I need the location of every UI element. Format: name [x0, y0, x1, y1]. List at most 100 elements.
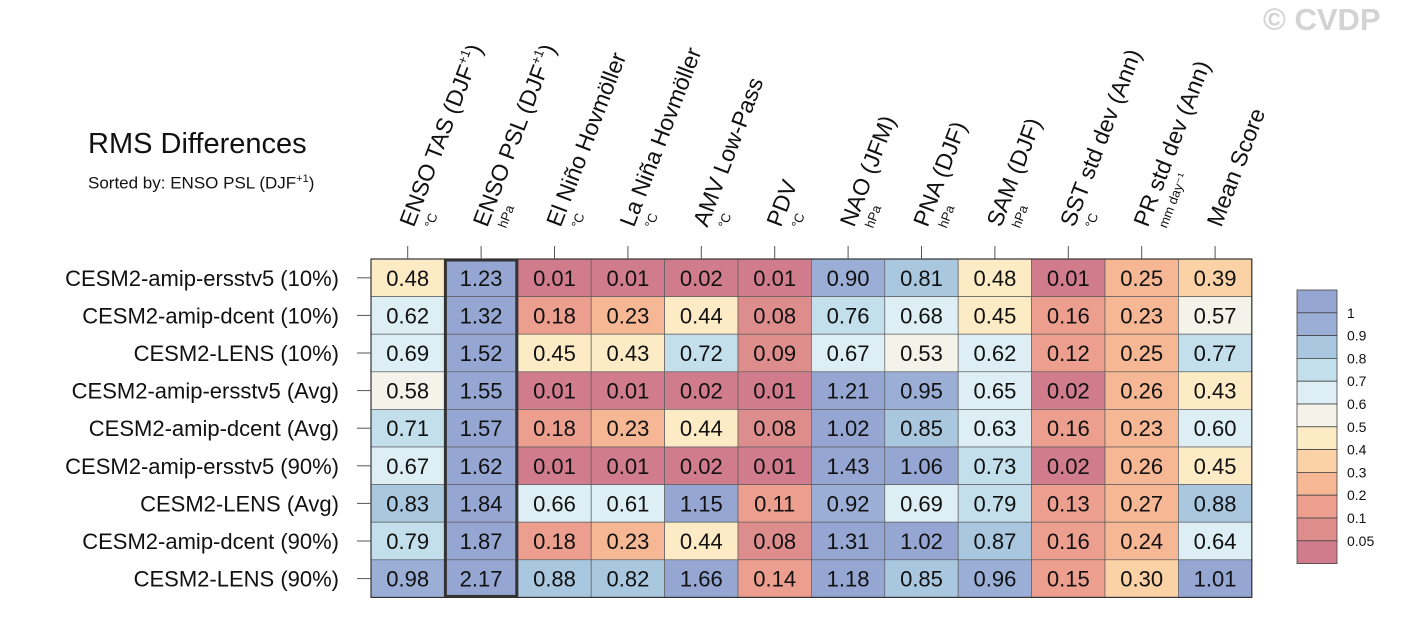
cell-value: 0.62: [973, 341, 1016, 366]
cell-value: 1.21: [827, 379, 870, 404]
colorbar-label: 0.8: [1347, 350, 1367, 366]
cell-value: 0.02: [1047, 454, 1090, 479]
heatmap-cell: [957, 559, 1032, 598]
heatmap-cell: [811, 521, 886, 561]
subtitle-prefix: Sorted by: ENSO PSL (DJF: [88, 173, 297, 193]
heatmap-cell: [590, 296, 665, 335]
heatmap-cell: [884, 521, 959, 561]
cell-value: 1.01: [1194, 567, 1237, 592]
cell-value: 0.45: [1194, 454, 1237, 479]
heatmap-cell: [664, 296, 739, 335]
cell-value: 0.83: [386, 491, 429, 516]
sort-subtitle: Sorted by: ENSO PSL (DJF+1): [88, 173, 314, 194]
heatmap-cell: [370, 409, 445, 448]
colorbar-label: 0.1: [1347, 510, 1367, 526]
cell-value: 0.25: [1120, 341, 1163, 366]
cell-value: 0.44: [680, 529, 723, 554]
colorbar-label: 0.7: [1347, 373, 1367, 389]
column-label-main: El Niño Hovmöller: [541, 48, 631, 229]
heatmap-cell: [884, 559, 959, 598]
heatmap-cell: [1031, 333, 1106, 373]
column-unit: °C: [421, 211, 440, 230]
heatmap-cell: [1178, 296, 1253, 335]
cell-value: 0.92: [827, 491, 870, 516]
cell-value: 0.26: [1120, 379, 1163, 404]
heatmap-cell: [737, 258, 812, 297]
cell-value: 0.26: [1120, 454, 1163, 479]
cell-value: 0.02: [680, 266, 723, 291]
cell-value: 1.02: [900, 529, 943, 554]
cell-value: 1.62: [460, 454, 503, 479]
cell-value: 0.09: [753, 341, 796, 366]
colorbar-label: 0.6: [1347, 396, 1367, 412]
heatmap-cell: [517, 446, 592, 485]
cell-value: 0.27: [1120, 491, 1163, 516]
heatmap-cell: [737, 484, 812, 523]
cell-value: 0.23: [1120, 303, 1163, 328]
cell-value: 1.66: [680, 567, 723, 592]
colorbar-swatch: [1296, 494, 1338, 519]
heatmap-cell: [370, 333, 445, 373]
cell-value: 0.60: [1194, 416, 1237, 441]
cell-value: 0.67: [827, 341, 870, 366]
cell-value: 0.73: [973, 454, 1016, 479]
cell-value: 1.32: [460, 303, 503, 328]
heatmap-cell: [1178, 521, 1253, 561]
cell-value: 0.65: [973, 379, 1016, 404]
column-label-sup: +1: [528, 47, 547, 66]
cell-value: 0.63: [973, 416, 1016, 441]
cell-value: 0.43: [1194, 379, 1237, 404]
heatmap-cell: [444, 409, 519, 448]
cell-value: 0.01: [533, 454, 576, 479]
column-unit: °C: [788, 211, 807, 230]
cell-value: 0.02: [680, 379, 723, 404]
cell-value: 0.48: [386, 266, 429, 291]
colorbar-swatch: [1296, 449, 1338, 473]
cell-value: 0.72: [680, 341, 723, 366]
cell-value: 0.69: [900, 491, 943, 516]
cell-value: 1.87: [460, 529, 503, 554]
cell-value: 0.11: [754, 491, 795, 516]
cell-value: 0.61: [606, 491, 649, 516]
column-label-text: El Niño Hovmöller: [541, 48, 631, 229]
cell-value: 0.88: [1194, 491, 1237, 516]
heatmap-cell: [590, 258, 665, 297]
cell-value: 0.64: [1194, 529, 1237, 554]
heatmap-cell: [370, 559, 445, 598]
column-label: SAM (DJF)hPa: [981, 114, 1046, 230]
heatmap-cell: [517, 409, 592, 448]
heatmap-cell: [517, 521, 592, 561]
cell-value: 0.58: [386, 379, 429, 404]
cell-value: 0.08: [753, 303, 796, 328]
cell-value: 0.87: [973, 529, 1016, 554]
cell-value: 0.68: [900, 303, 943, 328]
cell-value: 0.15: [1047, 567, 1090, 592]
cell-value: 0.02: [1047, 379, 1090, 404]
colorbar-swatch: [1296, 517, 1338, 542]
cell-value: 0.02: [680, 454, 723, 479]
heatmap-cell: [1031, 409, 1106, 448]
cell-value: 0.18: [533, 416, 576, 441]
heatmap-cell: [517, 333, 592, 373]
column-unit: °C: [568, 211, 587, 230]
column-label-text: SST std dev (Ann): [1055, 45, 1146, 229]
cell-value: 0.16: [1047, 416, 1090, 441]
cell-value: 0.23: [606, 303, 649, 328]
cell-value: 0.16: [1047, 529, 1090, 554]
heatmap-cell: [957, 409, 1032, 448]
colorbar-label: 0.4: [1347, 442, 1367, 458]
cell-value: 0.08: [753, 416, 796, 441]
cell-value: 0.25: [1120, 266, 1163, 291]
heatmap-cell: [1031, 559, 1106, 598]
cell-value: 0.44: [680, 416, 723, 441]
heatmap-cell: [517, 559, 592, 598]
cell-value: 0.23: [1120, 416, 1163, 441]
column-label-sup: +1: [454, 47, 473, 66]
cell-value: 0.13: [1047, 491, 1090, 516]
heatmap-cell: [1104, 559, 1179, 598]
cell-value: 0.14: [753, 567, 796, 592]
cell-value: 0.01: [606, 454, 649, 479]
cell-value: 0.01: [533, 266, 576, 291]
heatmap-cell: [444, 484, 519, 523]
